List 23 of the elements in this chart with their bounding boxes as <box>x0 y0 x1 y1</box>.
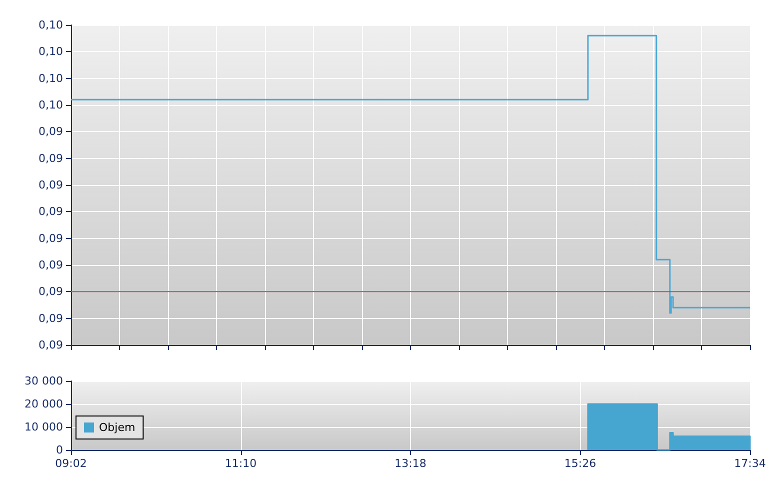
y-tick-label: 0,10 <box>38 72 63 85</box>
legend-label: Objem <box>99 421 136 434</box>
y-tick-label: 0,09 <box>38 285 63 298</box>
y-tick-label: 10 000 <box>24 420 63 434</box>
x-tick-label: 15:26 <box>564 457 596 470</box>
y-tick-label: 0,09 <box>38 258 63 272</box>
y-tick-label: 0,10 <box>38 45 63 58</box>
y-tick-label: 0,10 <box>38 18 63 32</box>
y-tick-label: 0,10 <box>38 98 63 112</box>
y-tick-label: 0,09 <box>38 178 63 192</box>
y-tick-label: 0,09 <box>38 338 63 352</box>
y-tick-label: 0,09 <box>38 232 63 245</box>
y-tick-label: 20 000 <box>24 398 63 410</box>
y-tick-label: 30 000 <box>24 374 63 388</box>
x-tick-label: 17:34 <box>734 457 766 470</box>
y-tick-label: 0,09 <box>38 125 63 138</box>
y-tick-label: 0,09 <box>38 152 63 165</box>
x-tick-label: 13:18 <box>394 457 426 470</box>
x-tick-label: 11:10 <box>224 457 257 470</box>
y-tick-label: 0,09 <box>38 312 63 325</box>
x-tick-label: 09:02 <box>55 457 87 470</box>
y-tick-label: 0 <box>56 444 63 456</box>
y-tick-label: 0,09 <box>38 205 63 218</box>
